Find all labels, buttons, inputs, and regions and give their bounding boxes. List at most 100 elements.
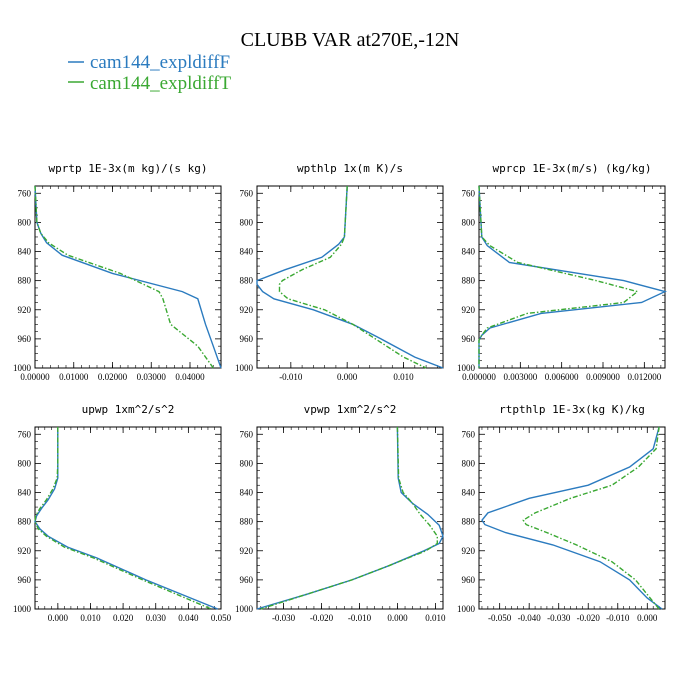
y-tick-label: 920 <box>18 305 32 315</box>
plot-frame <box>478 426 666 610</box>
y-tick-label: 840 <box>18 247 32 257</box>
x-tick-label: 0.050 <box>211 613 232 623</box>
x-tick-label: 0.02000 <box>98 372 128 382</box>
y-tick-label: 920 <box>462 546 476 556</box>
x-tick-label: 0.00000 <box>20 372 50 382</box>
y-tick-label: 840 <box>240 488 254 498</box>
y-tick-label: 800 <box>240 217 254 227</box>
x-tick-label: 0.04000 <box>175 372 205 382</box>
y-tick-label: 1000 <box>457 604 476 614</box>
series-line-expldiffF <box>34 427 218 610</box>
x-tick-label: -0.010 <box>279 372 303 382</box>
y-tick-label: 760 <box>462 188 476 198</box>
y-tick-label: 840 <box>462 247 476 257</box>
x-tick-label: 0.000000 <box>462 372 496 382</box>
panel-title: upwp 1xm^2/s^2 <box>82 403 175 416</box>
x-tick-label: -0.040 <box>518 613 542 623</box>
series-line-expldiffF <box>478 185 668 368</box>
x-tick-label: 0.010 <box>80 613 101 623</box>
x-tick-label: 0.000 <box>337 372 358 382</box>
y-tick-label: 880 <box>18 276 32 286</box>
panel-3: wprcp 1E-3x(m/s) (kg/kg) 760 800 840 880 920 9… <box>457 162 668 382</box>
legend: cam144_expldiffF cam144_expldiffT <box>68 52 231 94</box>
series-line-expldiffF <box>256 426 444 610</box>
series-line-expldiffT <box>260 426 438 610</box>
panel-title: wprcp 1E-3x(m/s) (kg/kg) <box>493 162 652 175</box>
y-tick-label: 960 <box>462 334 476 344</box>
legend-label-expldiffF: cam144_expldiffF <box>90 52 230 73</box>
x-tick-label: 0.009000 <box>586 372 620 382</box>
x-tick-label: -0.050 <box>488 613 512 623</box>
y-tick-label: 880 <box>462 517 476 527</box>
y-tick-label: 760 <box>240 188 254 198</box>
y-tick-label: 920 <box>240 305 254 315</box>
x-tick-label: 0.01000 <box>59 372 89 382</box>
panel-4: upwp 1xm^2/s^2 760 800 840 880 920 960 1000 0.00… <box>13 403 232 623</box>
panel-1: wprtp 1E-3x(m kg)/(s kg) 760 800 840 880 920 9… <box>13 162 222 382</box>
x-tick-label: 0.000 <box>48 613 69 623</box>
y-tick-label: 960 <box>18 575 32 585</box>
panel-2: wpthlp 1x(m K)/s 760 800 840 880 920 960 1000 -0… <box>235 162 444 382</box>
panel-6: rtpthlp 1E-3x(kg K)/kg 760 800 840 880 920 960… <box>457 403 666 623</box>
plot-frame <box>256 426 444 610</box>
panel-grid: wprtp 1E-3x(m kg)/(s kg) 760 800 840 880 920 9… <box>13 162 668 623</box>
y-tick-label: 1000 <box>13 604 32 614</box>
y-tick-label: 920 <box>18 546 32 556</box>
y-tick-label: 840 <box>240 247 254 257</box>
x-tick-label: 0.030 <box>146 613 167 623</box>
x-tick-label: -0.030 <box>547 613 571 623</box>
series-line-expldiffT <box>522 426 660 610</box>
y-tick-label: 880 <box>18 517 32 527</box>
y-tick-label: 960 <box>240 575 254 585</box>
y-tick-label: 960 <box>462 575 476 585</box>
x-tick-label: 0.000 <box>387 613 408 623</box>
y-tick-label: 800 <box>462 217 476 227</box>
series-line-expldiffT <box>34 185 214 369</box>
series-line-expldiffF <box>256 185 444 369</box>
x-tick-label: 0.040 <box>178 613 199 623</box>
x-tick-label: -0.010 <box>606 613 630 623</box>
plot-frame <box>256 185 444 369</box>
y-tick-label: 1000 <box>457 363 476 373</box>
y-tick-label: 760 <box>18 188 32 198</box>
legend-label-expldiffT: cam144_expldiffT <box>90 73 231 94</box>
plot-frame <box>478 185 666 369</box>
x-tick-label: 0.012000 <box>627 372 661 382</box>
y-tick-label: 880 <box>462 276 476 286</box>
figure-title: CLUBB VAR at270E,-12N <box>241 29 460 51</box>
y-tick-label: 840 <box>462 488 476 498</box>
series-line-expldiffT <box>34 427 212 610</box>
series-line-expldiffT <box>478 185 639 368</box>
panel-title: wpthlp 1x(m K)/s <box>297 162 403 175</box>
y-tick-label: 920 <box>462 305 476 315</box>
panel-title: rtpthlp 1E-3x(kg K)/kg <box>499 403 645 416</box>
y-tick-label: 800 <box>18 458 32 468</box>
y-tick-label: 1000 <box>235 363 254 373</box>
panel-title: vpwp 1xm^2/s^2 <box>304 403 397 416</box>
x-tick-label: 0.010 <box>393 372 414 382</box>
y-tick-label: 800 <box>240 458 254 468</box>
series-line-expldiffT <box>278 185 427 369</box>
x-tick-label: 0.006000 <box>545 372 579 382</box>
y-tick-label: 1000 <box>235 604 254 614</box>
x-tick-label: -0.030 <box>272 613 296 623</box>
x-tick-label: 0.010 <box>425 613 446 623</box>
panel-5: vpwp 1xm^2/s^2 760 800 840 880 920 960 1000 -0.0… <box>235 403 446 623</box>
y-tick-label: 840 <box>18 488 32 498</box>
y-tick-label: 800 <box>18 217 32 227</box>
x-tick-label: 0.003000 <box>503 372 537 382</box>
x-tick-label: 0.020 <box>113 613 134 623</box>
y-tick-label: 880 <box>240 276 254 286</box>
x-tick-label: -0.020 <box>577 613 601 623</box>
y-tick-label: 1000 <box>13 363 32 373</box>
x-tick-label: -0.010 <box>348 613 372 623</box>
y-tick-label: 960 <box>18 334 32 344</box>
x-tick-label: -0.020 <box>310 613 334 623</box>
x-tick-label: 0.03000 <box>137 372 167 382</box>
x-tick-label: 0.000 <box>637 613 658 623</box>
y-tick-label: 920 <box>240 546 254 556</box>
y-tick-label: 800 <box>462 458 476 468</box>
y-tick-label: 960 <box>240 334 254 344</box>
series-line-expldiffF <box>481 426 663 610</box>
